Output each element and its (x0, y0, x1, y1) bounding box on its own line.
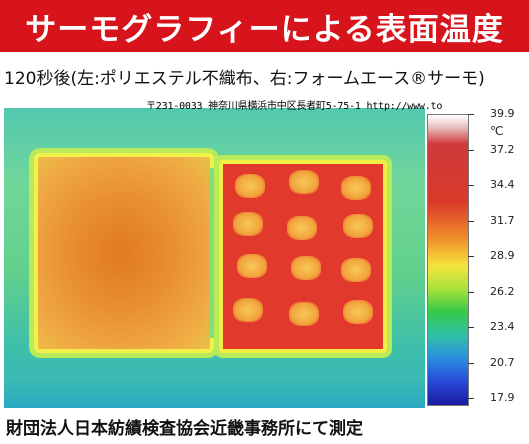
scale-tick-label: 34.4 (490, 178, 515, 191)
scale-tick-label: 39.9 (490, 107, 515, 120)
scale-tick-label: 23.4 (490, 320, 515, 333)
scale-tick-label: 31.7 (490, 213, 515, 227)
scale-tick (468, 114, 474, 115)
caption-subtitle: 120秒後(左:ポリエステル不織布、右:フォームエース®サーモ) (4, 69, 485, 89)
scale-tick (468, 256, 474, 257)
scale-tick-label: 20.7 (490, 355, 515, 369)
scale-tick-label: 37.2 (490, 142, 515, 156)
thermography-image (4, 108, 425, 408)
scale-tick-label: 28.9 (490, 249, 515, 262)
scale-tick (468, 327, 474, 328)
scale-tick (468, 398, 474, 399)
scale-tick (468, 362, 474, 364)
scale-tick (468, 220, 474, 222)
scale-tick (468, 291, 474, 293)
right-sample-foam-ace (219, 160, 387, 353)
gap-between-samples (209, 168, 215, 338)
left-sample-polyester (34, 153, 214, 353)
thermo-bottom-band (4, 376, 425, 408)
page-title: サーモグラフィーによる表面温度 (25, 11, 504, 48)
address-overlay: 〒231-0033 神奈川県横浜市中区長者町5-75-1 http://www.… (146, 101, 443, 112)
temperature-color-scale (427, 114, 469, 406)
scale-unit: ℃ (490, 124, 504, 138)
scale-tick (468, 185, 474, 186)
title-banner: サーモグラフィーによる表面温度 (0, 0, 529, 52)
scale-tick-label: 26.2 (490, 284, 515, 298)
scale-tick (468, 149, 474, 151)
scale-tick-label: 17.9 (490, 391, 515, 404)
footer-note: 財団法人日本紡績検査協会近畿事務所にて測定 (6, 419, 363, 439)
